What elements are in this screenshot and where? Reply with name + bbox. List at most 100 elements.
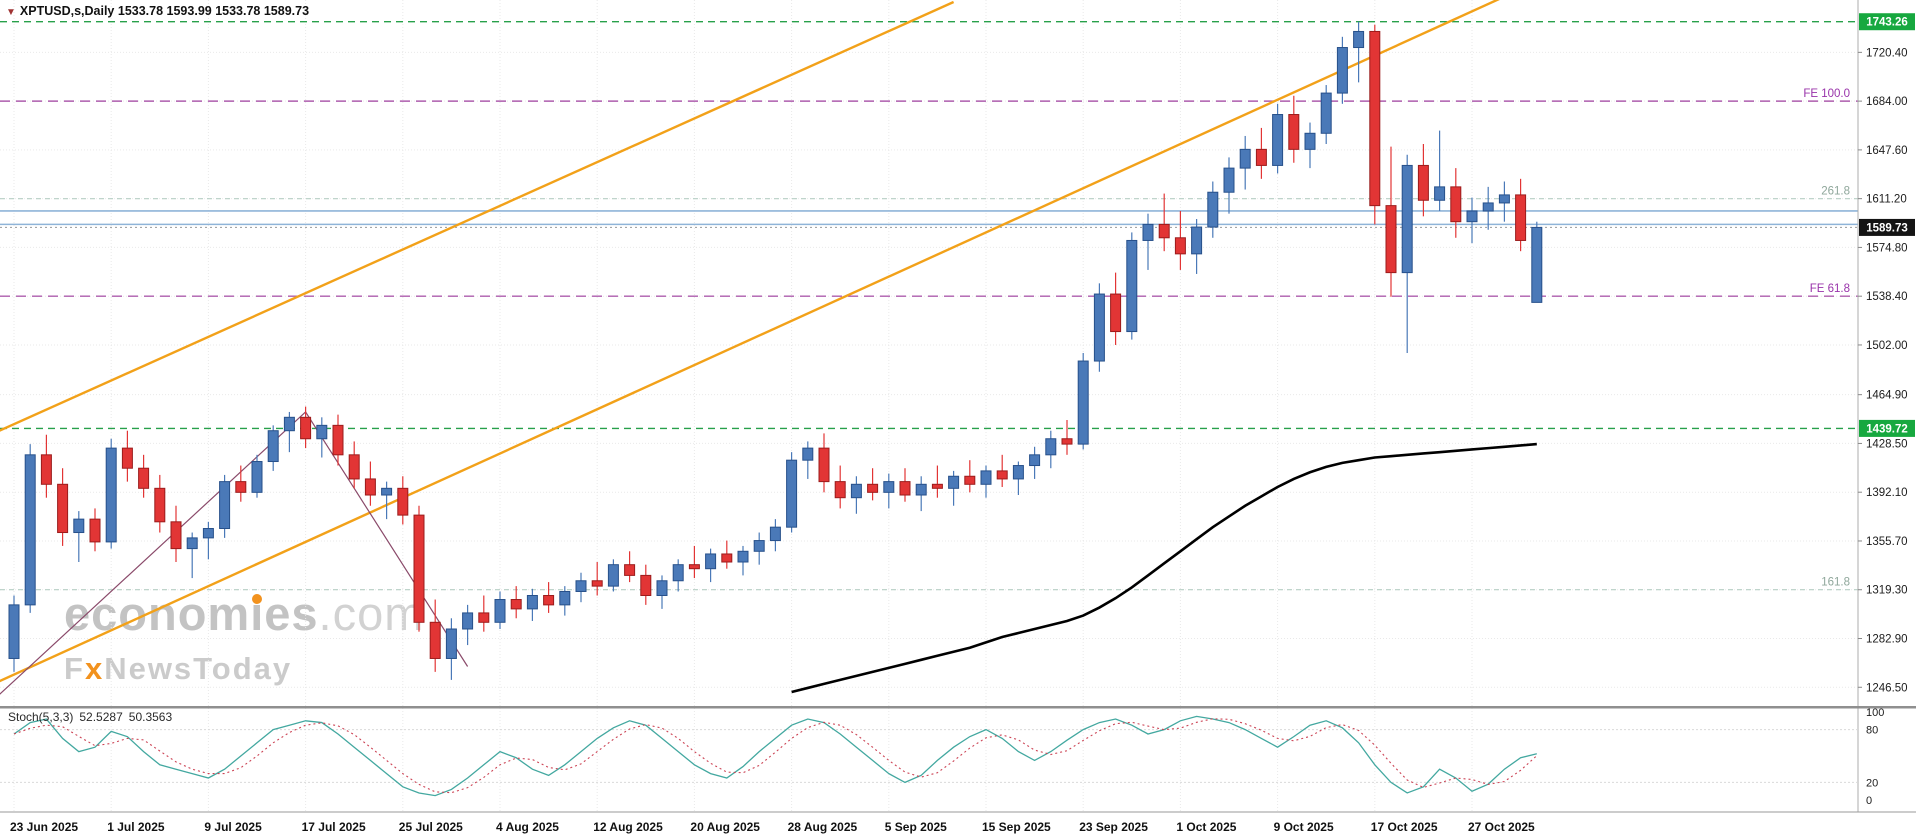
fe-61-8-line-label: FE 61.8 <box>1810 283 1850 295</box>
candle-body <box>429 621 441 659</box>
candle-body <box>510 599 522 610</box>
candle-body <box>24 454 36 606</box>
trend-channel[interactable] <box>0 0 1504 689</box>
date-label: 17 Oct 2025 <box>1371 820 1438 834</box>
candle-body <box>1434 186 1446 201</box>
stochastic-header: Stoch(5,3,3) 52.5287 50.3563 <box>8 710 172 724</box>
candle-body <box>154 487 166 523</box>
candle-body <box>883 481 895 493</box>
watermark-sub-post: NewsToday <box>104 651 293 686</box>
candle-body <box>105 447 117 543</box>
candle-body <box>1029 454 1041 467</box>
candle-body <box>1045 438 1057 456</box>
candle-body <box>1336 47 1348 94</box>
stoch-scale-label: 100 <box>1866 707 1884 719</box>
candle-body <box>1417 164 1429 201</box>
price-levels: FE 100.0 261.8 FE 61.8 161.8 <box>0 21 1858 591</box>
candle-body <box>1126 239 1138 333</box>
candle-body <box>1353 30 1365 49</box>
date-axis[interactable]: 23 Jun 2025 1 Jul 2025 9 Jul 2025 17 Jul 20… <box>10 820 1535 834</box>
date-label: 17 Jul 2025 <box>302 820 366 834</box>
date-label: 20 Aug 2025 <box>690 820 760 834</box>
candle-body <box>624 564 636 576</box>
candle-body <box>591 580 603 587</box>
watermark: economies.com FxNewsToday <box>64 586 424 687</box>
candle-body <box>8 604 20 659</box>
candle-body <box>1304 132 1316 150</box>
stoch-scale-label: 80 <box>1866 725 1878 737</box>
candle-body <box>786 459 798 528</box>
candle-body <box>980 470 992 485</box>
watermark-sub-x-icon: x <box>84 651 105 686</box>
candle-body <box>1077 360 1089 445</box>
price-tick-label: 1319.30 <box>1866 585 1908 597</box>
candle-body <box>138 467 150 489</box>
candle-body <box>170 521 182 550</box>
date-label: 9 Oct 2025 <box>1274 820 1334 834</box>
price-axis[interactable]: 1720.40 1684.00 1647.60 1611.20 1574.80 1538.… <box>1857 0 1915 812</box>
candle-body <box>381 487 393 496</box>
stochastic-pane[interactable]: 100 80 20 0 <box>0 707 1884 807</box>
candle-body <box>1369 30 1381 207</box>
candle-body <box>1110 293 1122 333</box>
watermark-sub-pre: F <box>64 651 85 686</box>
stoch-indicator-name: Stoch(5,3,3) <box>8 710 74 724</box>
candle-body <box>316 424 328 440</box>
support-level-line-badge-text: 1439.72 <box>1866 423 1908 435</box>
candle-body <box>1498 194 1510 204</box>
candle-body <box>364 478 376 496</box>
candle-body <box>948 475 960 489</box>
price-tick-label: 1282.90 <box>1866 634 1908 646</box>
current-price-line-badge-text: 1589.73 <box>1866 222 1908 234</box>
candle-body <box>543 594 555 606</box>
pane-separator[interactable] <box>0 706 1916 709</box>
support-level-line-badge <box>1859 419 1915 437</box>
price-tick-label: 1502.00 <box>1866 340 1908 352</box>
date-label: 1 Oct 2025 <box>1176 820 1236 834</box>
candle-body <box>1482 202 1494 212</box>
candle-body <box>834 481 846 499</box>
candle-body <box>1239 148 1251 169</box>
price-tick-label: 1538.40 <box>1866 291 1908 303</box>
gridlines <box>0 0 1858 812</box>
stoch-scale-label: 0 <box>1866 795 1872 807</box>
candle-body <box>850 483 862 499</box>
price-tick-label: 1464.90 <box>1866 390 1908 402</box>
date-label: 23 Jun 2025 <box>10 820 78 834</box>
candle-body <box>40 454 52 485</box>
candle-body <box>737 550 749 563</box>
chart-dropdown-icon[interactable]: ▼ <box>6 7 16 18</box>
price-tick-label: 1428.50 <box>1866 438 1908 450</box>
price-tick-label: 1246.50 <box>1866 682 1908 694</box>
candle-body <box>1061 438 1073 445</box>
candle-body <box>1450 186 1462 223</box>
candle-body <box>332 424 344 456</box>
candle-body <box>445 628 457 659</box>
candle-body <box>753 540 765 552</box>
candle-body <box>462 612 474 630</box>
candle-body <box>899 481 911 496</box>
stoch-scale-label: 20 <box>1866 777 1878 789</box>
watermark-brand-suffix: .com <box>318 587 425 640</box>
moving-average-line <box>791 442 1537 694</box>
price-tick-label: 1392.10 <box>1866 487 1908 499</box>
candle-body <box>300 416 312 440</box>
candle-body <box>867 483 879 493</box>
candle-body <box>73 518 85 534</box>
candle-body <box>1531 226 1543 303</box>
candle-body <box>1223 167 1235 193</box>
stoch-k-line <box>13 715 1537 797</box>
candle-body <box>607 564 619 587</box>
watermark-brand-pre: econom <box>64 587 251 640</box>
candle-body <box>769 526 781 542</box>
date-label: 12 Aug 2025 <box>593 820 663 834</box>
ratio-261-line-label: 261.8 <box>1821 186 1850 198</box>
symbol-label: XPTUSD,s,Daily <box>19 4 115 18</box>
candle-body <box>251 461 263 493</box>
candle-body <box>1515 194 1527 241</box>
watermark-subbrand: FxNewsToday <box>64 651 424 687</box>
candle-body <box>575 580 587 592</box>
candle-body <box>688 564 700 570</box>
